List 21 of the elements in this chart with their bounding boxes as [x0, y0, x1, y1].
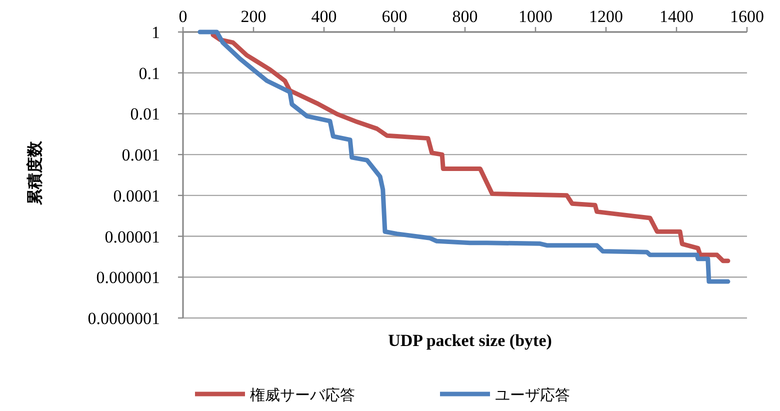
y-tick-label: 0.00001 — [104, 227, 160, 246]
x-tick-label: 1400 — [660, 7, 694, 26]
legend-label: ユーザ応答 — [495, 386, 570, 404]
y-tick-label: 0.001 — [122, 146, 160, 165]
legend-label: 権威サーバ応答 — [250, 386, 355, 404]
x-tick-label: 600 — [382, 7, 408, 26]
y-tick-label: 1 — [152, 23, 160, 42]
x-axis-title: UDP packet size (byte) — [388, 331, 552, 350]
y-tick-label: 0.1 — [138, 64, 160, 83]
x-tick-label: 1600 — [730, 7, 764, 26]
y-tick-label: 0.0000001 — [88, 309, 160, 328]
y-tick-label: 0.0001 — [113, 186, 160, 206]
y-tick-label: 0.01 — [130, 104, 160, 124]
y-tick-label: 0.000001 — [96, 268, 160, 288]
y-axis-title: 累積度数 — [25, 140, 44, 206]
x-tick-label: 0 — [178, 7, 188, 26]
x-tick-label: 800 — [452, 7, 478, 26]
x-tick-label: 1200 — [589, 7, 623, 26]
x-tick-label: 200 — [240, 7, 266, 26]
x-tick-label: 400 — [311, 7, 337, 26]
x-tick-label: 1000 — [518, 7, 552, 26]
